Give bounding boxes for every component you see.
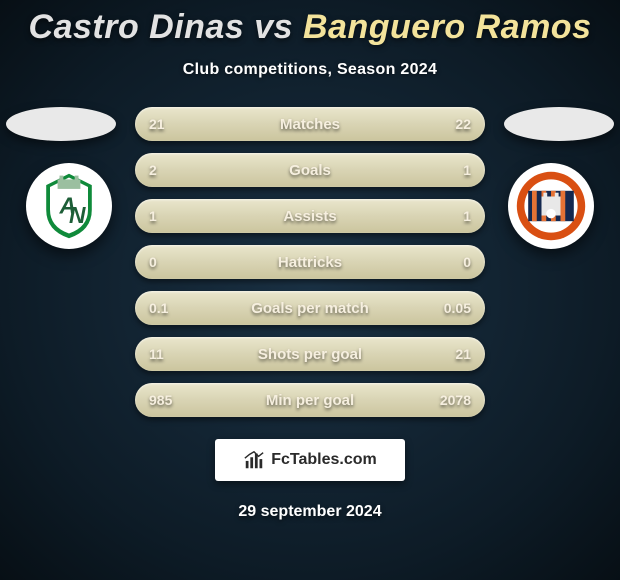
stat-right-value: 21	[455, 346, 471, 362]
boyaca-chico-badge-icon	[513, 168, 589, 244]
branding-text: FcTables.com	[271, 451, 377, 469]
stat-right-value: 22	[455, 116, 471, 132]
stat-left-value: 985	[149, 392, 172, 408]
chart-icon	[243, 449, 265, 471]
stat-row-hattricks: 0Hattricks0	[135, 245, 485, 279]
branding-box: FcTables.com	[215, 439, 405, 481]
stat-label: Assists	[135, 208, 485, 225]
subtitle: Club competitions, Season 2024	[0, 61, 620, 79]
club-crest-left: A N	[26, 163, 112, 249]
stat-right-value: 2078	[440, 392, 471, 408]
stat-right-value: 0.05	[444, 300, 471, 316]
stat-label: Matches	[135, 116, 485, 133]
stat-left-value: 11	[149, 346, 164, 362]
stat-row-goals-per-match: 0.1Goals per match0.05	[135, 291, 485, 325]
generated-date: 29 september 2024	[0, 503, 620, 521]
stat-row-goals: 2Goals1	[135, 153, 485, 187]
header: Castro Dinas vs Banguero Ramos Club comp…	[0, 0, 620, 79]
stat-label: Shots per goal	[135, 346, 485, 363]
player1-name: Castro Dinas	[29, 8, 245, 46]
stat-left-value: 0	[149, 254, 157, 270]
club-crest-right	[508, 163, 594, 249]
player2-name: Banguero Ramos	[303, 8, 592, 46]
stat-left-value: 2	[149, 162, 157, 178]
stat-row-matches: 21Matches22	[135, 107, 485, 141]
atletico-nacional-badge-icon: A N	[31, 168, 107, 244]
stat-left-value: 0.1	[149, 300, 168, 316]
stat-rows: 21Matches222Goals11Assists10Hattricks00.…	[135, 107, 485, 417]
svg-text:N: N	[69, 202, 86, 228]
stat-label: Goals	[135, 162, 485, 179]
stat-left-value: 21	[149, 116, 165, 132]
stat-right-value: 1	[463, 162, 471, 178]
player1-photo-placeholder	[6, 107, 116, 141]
stat-right-value: 0	[463, 254, 471, 270]
stat-row-shots-per-goal: 11Shots per goal21	[135, 337, 485, 371]
stat-row-min-per-goal: 985Min per goal2078	[135, 383, 485, 417]
stat-left-value: 1	[149, 208, 157, 224]
comparison-stage: A N 21Matches222Goals11Assists10Hattrick…	[0, 107, 620, 417]
page-title: Castro Dinas vs Banguero Ramos	[0, 8, 620, 47]
vs-text: vs	[254, 8, 293, 46]
stat-label: Hattricks	[135, 254, 485, 271]
player2-photo-placeholder	[504, 107, 614, 141]
stat-right-value: 1	[463, 208, 471, 224]
stat-row-assists: 1Assists1	[135, 199, 485, 233]
stat-label: Goals per match	[135, 300, 485, 317]
stat-label: Min per goal	[135, 392, 485, 409]
